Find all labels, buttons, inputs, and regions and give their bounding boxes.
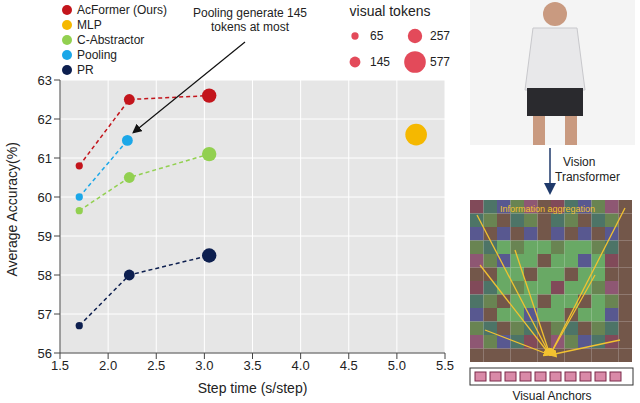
- html-text:Pooling: Pooling: [77, 47, 117, 62]
- svg-text:Average Accuracy(%): Average Accuracy(%): [8, 142, 20, 276]
- svg-text:56: 56: [38, 346, 52, 361]
- svg-text:3.0: 3.0: [195, 358, 213, 373]
- svg-text:Step time (s/step): Step time (s/step): [198, 380, 308, 396]
- svg-text:2.0: 2.0: [99, 358, 117, 373]
- svg-text:5.5: 5.5: [436, 358, 454, 373]
- html-text:C-Abstractor: C-Abstractor: [77, 32, 145, 47]
- svg-text:Information aggregation: Information aggregation: [500, 204, 595, 214]
- svg-text:5.0: 5.0: [388, 358, 406, 373]
- svg-text:Visual Anchors: Visual Anchors: [512, 389, 591, 403]
- svg-text:257: 257: [430, 29, 450, 43]
- svg-text:577: 577: [430, 55, 450, 69]
- svg-text:2.5: 2.5: [147, 358, 165, 373]
- svg-text:1.5: 1.5: [51, 358, 69, 373]
- svg-text:Vision: Vision: [563, 155, 595, 169]
- html-text:AcFormer (Ours): AcFormer (Ours): [77, 2, 167, 17]
- html-text:Pooling generate 145 tokens at: Pooling generate 145 tokens at most: [193, 6, 307, 34]
- svg-text:59: 59: [38, 229, 52, 244]
- svg-text:4.5: 4.5: [340, 358, 358, 373]
- svg-text:63: 63: [38, 73, 52, 88]
- svg-text:3.5: 3.5: [243, 358, 261, 373]
- svg-text:62: 62: [38, 112, 52, 127]
- svg-text:60: 60: [38, 190, 52, 205]
- html-text:PR: PR: [77, 62, 94, 77]
- svg-text:61: 61: [38, 151, 52, 166]
- svg-text:145: 145: [370, 55, 390, 69]
- svg-text:visual tokens: visual tokens: [350, 3, 431, 19]
- svg-text:4.0: 4.0: [292, 358, 310, 373]
- svg-text:Transformer: Transformer: [555, 170, 620, 184]
- svg-text:65: 65: [370, 29, 384, 43]
- svg-text:57: 57: [38, 307, 52, 322]
- html-text:MLP: MLP: [77, 17, 102, 32]
- svg-text:58: 58: [38, 268, 52, 283]
